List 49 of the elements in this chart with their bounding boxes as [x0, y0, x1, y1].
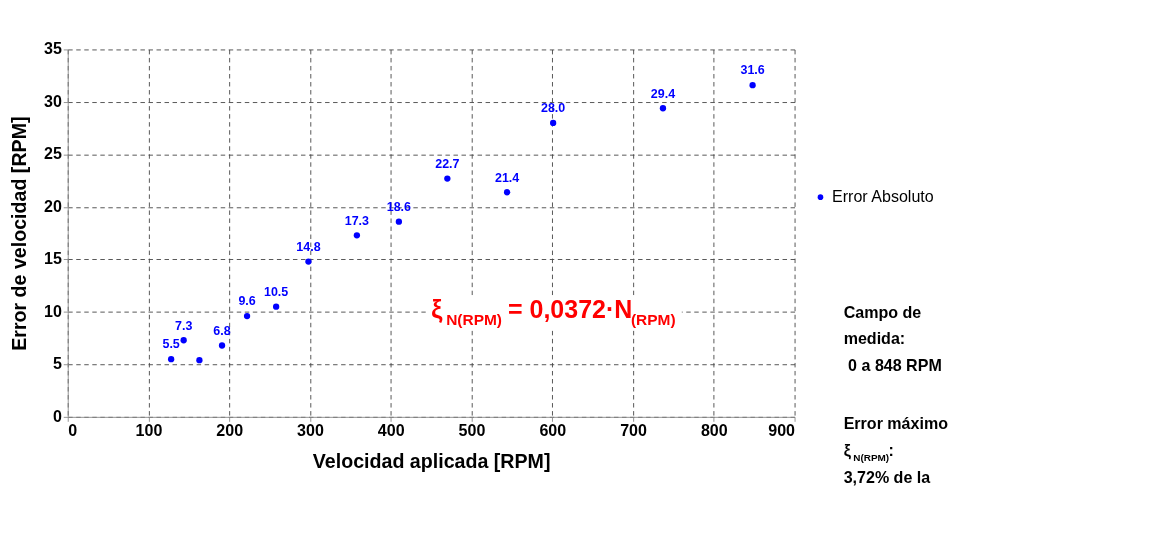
point: [305, 258, 312, 265]
data-label: 22.7: [435, 156, 460, 171]
y-tick-label: 30: [44, 91, 63, 110]
data-label: 10.5: [263, 284, 289, 299]
point: [659, 105, 667, 112]
y-tick-label: 25: [44, 144, 63, 163]
y-tick-label: 20: [44, 196, 63, 215]
x-tick-label: 200: [216, 421, 244, 440]
data-label: 5.5: [162, 337, 180, 352]
x-tick-label: 600: [539, 421, 567, 440]
y-tick-label: 10: [44, 301, 63, 320]
x-tick-label: 300: [297, 421, 324, 440]
y-tick-label: 0: [53, 406, 63, 425]
data-label: 9.6: [238, 294, 256, 309]
point: [503, 189, 511, 196]
x-tick-label: 0: [68, 421, 78, 440]
point: [243, 312, 251, 320]
x-tick-label: 900: [768, 421, 796, 440]
point: [272, 303, 280, 310]
y-axis-title: Error de velocidad [RPM]: [8, 116, 31, 351]
x-axis-title: Velocidad aplicada [RPM]: [312, 450, 551, 473]
x-tick-label: 500: [458, 421, 486, 440]
data-label: 17.3: [344, 213, 370, 228]
y-tick-label: 35: [44, 39, 63, 58]
data-label: 14.8: [296, 239, 321, 254]
x-tick-label: 400: [377, 421, 405, 440]
x-tick-label: 100: [135, 421, 163, 440]
point: [549, 119, 557, 127]
y-tick-label: 5: [53, 354, 63, 373]
point: [444, 175, 451, 182]
x-tick-label: 800: [700, 421, 728, 440]
data-label: 7.3: [174, 318, 193, 333]
text: Error Absoluto: [832, 186, 934, 205]
data-label: 28.0: [540, 101, 566, 116]
point: [218, 342, 226, 349]
data-label: 18.6: [386, 199, 412, 214]
data-label: 6.8: [213, 323, 231, 338]
x-tick-label: 700: [620, 421, 647, 440]
point: [749, 82, 756, 89]
point: [180, 337, 187, 344]
point: [196, 357, 203, 364]
point: [353, 232, 361, 239]
data-label: 31.6: [740, 63, 765, 78]
data-label: 29.4: [650, 86, 676, 101]
y-tick-label: 15: [44, 249, 63, 268]
data-label: 21.4: [494, 170, 520, 185]
point: [167, 356, 175, 363]
text: Campo de medida: 0 a 848 RPM: [843, 302, 942, 375]
point: [395, 218, 403, 225]
